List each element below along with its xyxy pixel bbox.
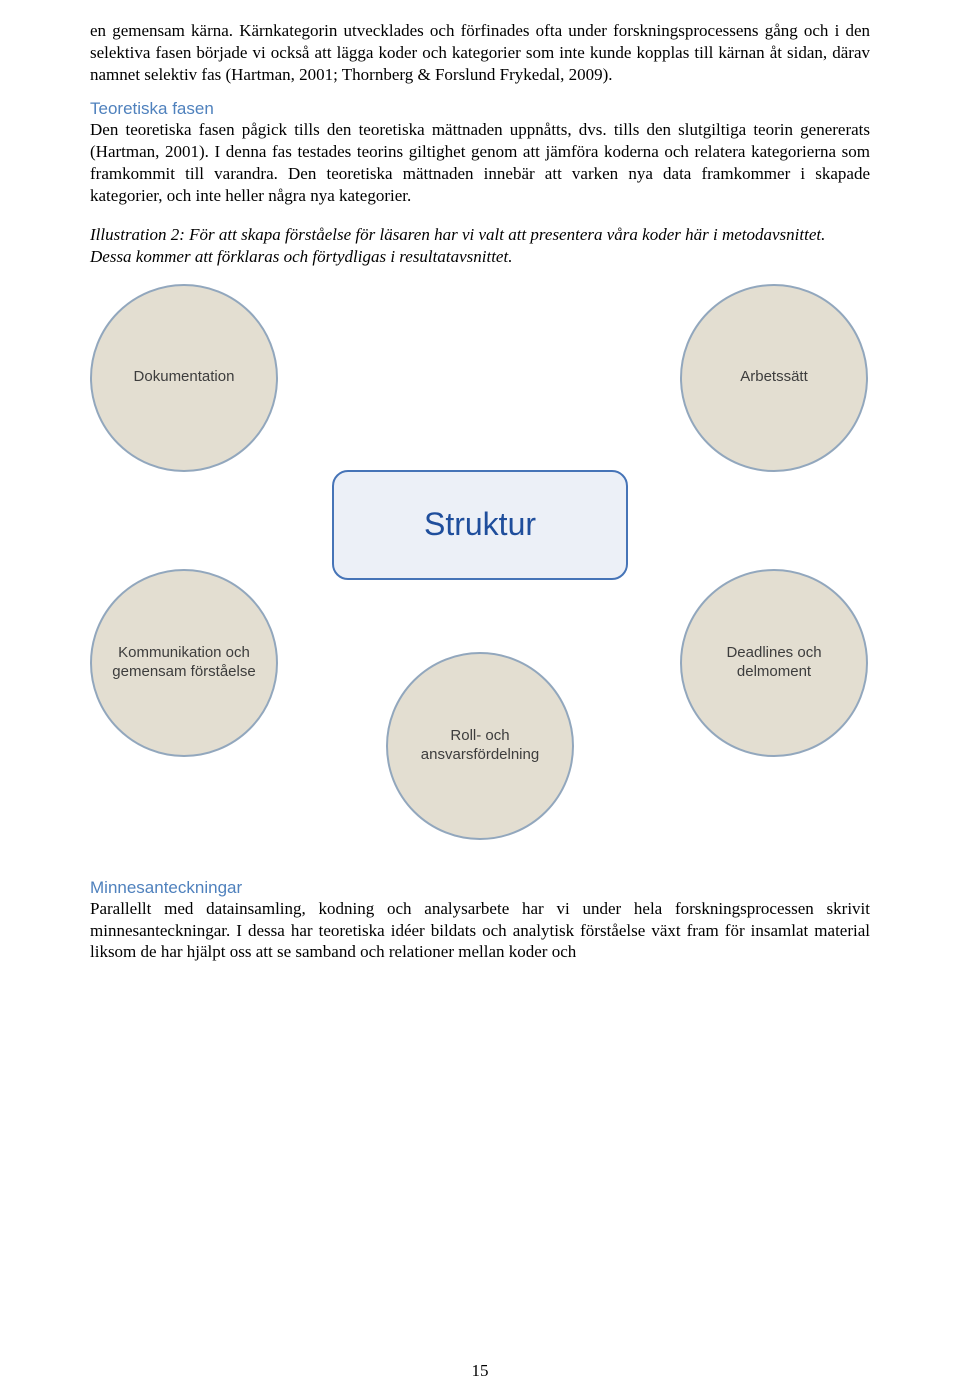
section-heading-teoretiska: Teoretiska fasen	[90, 99, 870, 119]
page-number: 15	[0, 1361, 960, 1381]
diagram-node-bot_right: Deadlines och delmoment	[680, 569, 868, 757]
diagram-node-top_left: Dokumentation	[90, 284, 278, 472]
diagram-node-bot_left: Kommunikation och gemensam förståelse	[90, 569, 278, 757]
paragraph: Parallellt med datainsamling, kodning oc…	[90, 898, 870, 963]
paragraph: en gemensam kärna. Kärnkategorin utveckl…	[90, 20, 870, 85]
struktur-diagram: Dokumentation Arbetssätt Kommunikation och…	[90, 274, 870, 844]
paragraph: Den teoretiska fasen pågick tills den te…	[90, 119, 870, 206]
illustration-caption: Illustration 2: För att skapa förståelse…	[90, 224, 870, 268]
diagram-node-bot_center: Roll- och ansvarsfördelning	[386, 652, 574, 840]
diagram-center-struktur: Struktur	[332, 470, 628, 580]
section-heading-minnes: Minnesanteckningar	[90, 878, 870, 898]
diagram-node-top_right: Arbetssätt	[680, 284, 868, 472]
